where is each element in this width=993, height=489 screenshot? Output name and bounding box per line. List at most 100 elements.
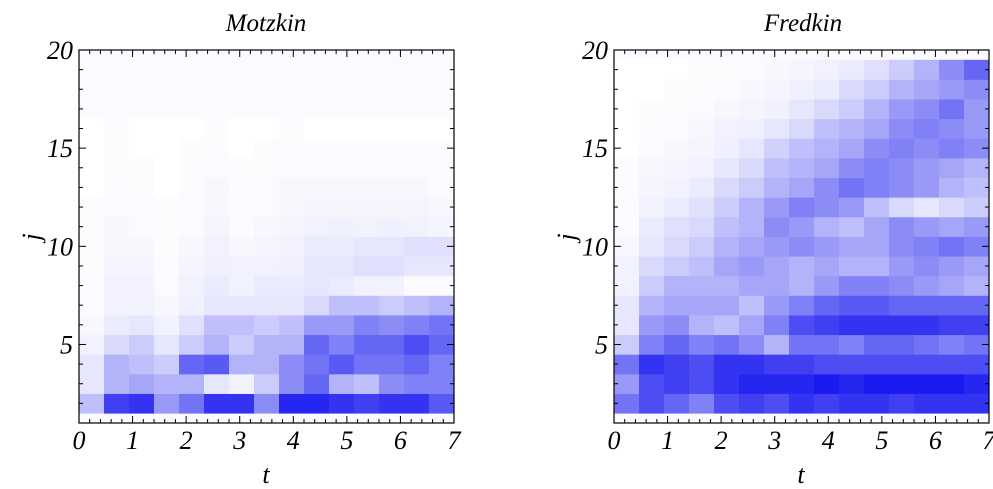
motzkin-cell-j16-7	[254, 118, 280, 139]
fredkin-cell-j3-7	[789, 373, 815, 394]
fredkin-cell-j19-5	[739, 59, 765, 80]
fredkin-cell-j16-8	[814, 118, 840, 139]
motzkin-ytick-label: 10	[47, 232, 73, 261]
fredkin-cell-j9-10	[864, 256, 890, 277]
fredkin-cell-j6-14	[964, 315, 990, 336]
motzkin-cell-j15-11	[354, 138, 380, 159]
fredkin-cell-j6-11	[889, 315, 915, 336]
fredkin-cell-j5-6	[764, 334, 790, 355]
fredkin-cell-j18-6	[764, 79, 790, 100]
fredkin-cell-j18-11	[889, 79, 915, 100]
fredkin-cell-j4-8	[814, 354, 840, 375]
motzkin-cell-j16-12	[379, 118, 405, 139]
fredkin-cell-j13-12	[914, 177, 940, 198]
fredkin-cell-j16-0	[614, 118, 640, 139]
motzkin-cell-j12-6	[229, 197, 255, 218]
motzkin-cell-j13-7	[254, 177, 280, 198]
motzkin-cell-j15-7	[254, 138, 280, 159]
fredkin-cell-j2-6	[764, 393, 790, 414]
fredkin-cell-j5-7	[789, 334, 815, 355]
fredkin-cell-j13-4	[714, 177, 740, 198]
fredkin-cell-j3-1	[639, 373, 665, 394]
fredkin-cell-j17-9	[839, 99, 865, 120]
motzkin-cell-j6-14	[429, 315, 455, 336]
motzkin-cell-j5-2	[129, 334, 155, 355]
fredkin-cell-j16-7	[789, 118, 815, 139]
motzkin-cell-j14-3	[154, 157, 180, 178]
motzkin-cell-j3-5	[204, 373, 230, 394]
fredkin-cell-j7-7	[789, 295, 815, 316]
fredkin-cell-j6-6	[764, 315, 790, 336]
fredkin-cell-j18-3	[689, 79, 715, 100]
fredkin-cell-j9-7	[789, 256, 815, 277]
fredkin-cell-j8-12	[914, 275, 940, 296]
fredkin-cell-j5-3	[689, 334, 715, 355]
motzkin-cell-j13-6	[229, 177, 255, 198]
motzkin-cell-j3-11	[354, 373, 380, 394]
motzkin-cell-j6-0	[79, 315, 105, 336]
fredkin-cell-j7-13	[939, 295, 965, 316]
motzkin-xtick-label: 5	[340, 426, 353, 455]
fredkin-cell-j4-5	[739, 354, 765, 375]
motzkin-cell-j15-1	[104, 138, 130, 159]
motzkin-cell-j12-13	[404, 197, 430, 218]
motzkin-cell-j4-1	[104, 354, 130, 375]
fredkin-cell-j8-9	[839, 275, 865, 296]
fredkin-cell-j8-5	[739, 275, 765, 296]
fredkin-cell-j12-5	[739, 197, 765, 218]
motzkin-cell-j14-7	[254, 157, 280, 178]
fredkin-xtick-label: 6	[929, 426, 942, 455]
fredkin-cell-j10-14	[964, 236, 990, 257]
fredkin-cell-j14-3	[689, 157, 715, 178]
motzkin-cell-j10-10	[329, 236, 355, 257]
fredkin-cell-j6-9	[839, 315, 865, 336]
motzkin-cell-j14-6	[229, 157, 255, 178]
fredkin-cell-j9-8	[814, 256, 840, 277]
motzkin-cell-j2-13	[404, 393, 430, 414]
fredkin-cell-j3-8	[814, 373, 840, 394]
fredkin-cell-j17-6	[764, 99, 790, 120]
fredkin-cell-j2-13	[939, 393, 965, 414]
fredkin-cell-j12-8	[814, 197, 840, 218]
motzkin-cell-j8-4	[179, 275, 205, 296]
motzkin-cell-j12-1	[104, 197, 130, 218]
motzkin-cell-j2-14	[429, 393, 455, 414]
motzkin-cell-j3-4	[179, 373, 205, 394]
fredkin-cell-j4-3	[689, 354, 715, 375]
motzkin-cell-j12-5	[204, 197, 230, 218]
fredkin-cell-j17-12	[914, 99, 940, 120]
fredkin-cell-j15-6	[764, 138, 790, 159]
motzkin-cell-j15-14	[429, 138, 455, 159]
fredkin-cell-j8-10	[864, 275, 890, 296]
fredkin-cell-j17-3	[689, 99, 715, 120]
fredkin-cell-j11-1	[639, 216, 665, 237]
fredkin-cell-j7-0	[614, 295, 640, 316]
motzkin-cell-j5-11	[354, 334, 380, 355]
motzkin-cell-j7-7	[254, 295, 280, 316]
fredkin-cell-j7-12	[914, 295, 940, 316]
fredkin-cell-j14-8	[814, 157, 840, 178]
fredkin-cell-j3-3	[689, 373, 715, 394]
motzkin-cell-j12-7	[254, 197, 280, 218]
motzkin-cell-j12-4	[179, 197, 205, 218]
fredkin-cell-j10-3	[689, 236, 715, 257]
fredkin-cell-j8-2	[664, 275, 690, 296]
motzkin-cell-j4-13	[404, 354, 430, 375]
motzkin-cell-j9-10	[329, 256, 355, 277]
motzkin-cell-j8-14	[429, 275, 455, 296]
fredkin-cell-j17-2	[664, 99, 690, 120]
fredkin-cell-j17-4	[714, 99, 740, 120]
motzkin-cell-j12-9	[304, 197, 330, 218]
fredkin-cell-j15-0	[614, 138, 640, 159]
motzkin-cell-j15-3	[154, 138, 180, 159]
fredkin-cell-j17-10	[864, 99, 890, 120]
fredkin-xtick-label: 4	[822, 426, 835, 455]
motzkin-cell-j15-5	[204, 138, 230, 159]
fredkin-cell-j18-13	[939, 79, 965, 100]
fredkin-cell-j8-7	[789, 275, 815, 296]
motzkin-cell-j8-9	[304, 275, 330, 296]
fredkin-cell-j3-2	[664, 373, 690, 394]
motzkin-cell-j2-9	[304, 393, 330, 414]
motzkin-ytick-label: 5	[60, 330, 73, 359]
motzkin-cell-j5-14	[429, 334, 455, 355]
